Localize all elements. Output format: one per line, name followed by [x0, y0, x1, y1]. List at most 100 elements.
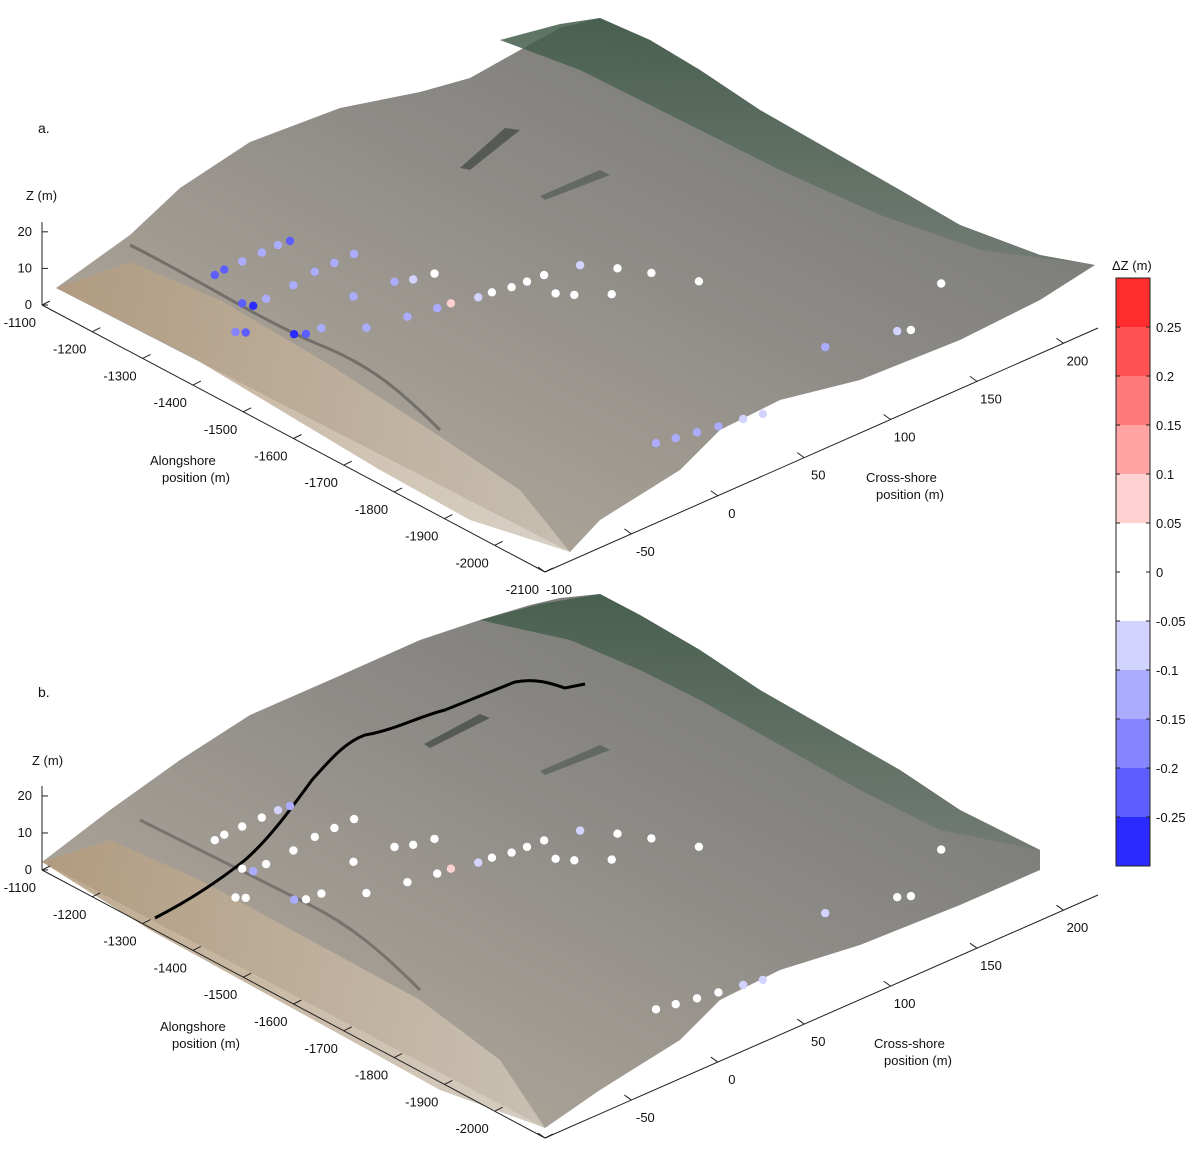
survey-point: [739, 414, 748, 424]
survey-point: [758, 409, 768, 419]
survey-point: [446, 299, 456, 308]
colorbar-block: [1116, 523, 1150, 573]
alongshore-ticks: -1100 -1200 -1300 -1400 -1500 -1600 -1700 -1800…: [4, 865, 554, 1156]
z-ticks: 0 10 20: [18, 788, 48, 877]
survey-point: [289, 330, 299, 339]
survey-point: [692, 428, 702, 437]
z-axis-title: Z (m): [32, 753, 63, 768]
survey-point: [317, 889, 326, 898]
colorbar-block: [1116, 719, 1150, 769]
alongshore-tick: -1500: [204, 407, 252, 437]
survey-point: [220, 830, 229, 839]
survey-point: [261, 294, 271, 303]
z-tick: 20: [18, 788, 48, 803]
z-tick-label: 20: [18, 224, 32, 239]
survey-point: [937, 279, 946, 288]
colorbar-tick: 0: [1116, 565, 1163, 580]
survey-point: [539, 270, 549, 280]
crossshore-tick: -50: [624, 1094, 655, 1125]
alongshore-tick: -2000: [455, 540, 503, 570]
colorbar-tick: 0.1: [1116, 467, 1174, 482]
colorbar-tick: -0.1: [1116, 663, 1178, 678]
survey-point: [231, 893, 240, 902]
panel-a-points: [210, 236, 946, 448]
survey-point: [261, 859, 271, 869]
colorbar-block: [1116, 376, 1150, 426]
survey-point: [289, 281, 298, 290]
alongshore-axis-title-line2: position (m): [162, 470, 230, 485]
survey-point: [330, 823, 339, 833]
survey-point: [613, 264, 622, 273]
alongshore-tick-label: -1600: [254, 1014, 287, 1029]
z-axis-title: Z (m): [26, 188, 57, 203]
survey-point: [714, 422, 723, 431]
alongshore-ticks: -1100 -1200 -1300 -1400 -1500 -1600 -1700 -1800…: [4, 300, 554, 597]
shadow-strip: [540, 170, 610, 200]
crossshore-tick: -100: [537, 566, 572, 597]
alongshore-tick-label: -1400: [154, 960, 187, 975]
crossshore-tick-label: 150: [980, 391, 1002, 406]
alongshore-tick-label: -1400: [154, 395, 187, 410]
colorbar-tick-label: 0: [1156, 565, 1163, 580]
crossshore-tick: 150: [969, 375, 1002, 406]
survey-point: [241, 893, 250, 903]
z-tick-label: 10: [18, 825, 32, 840]
survey-point: [570, 856, 579, 865]
survey-point: [522, 842, 532, 852]
alongshore-tick-label: -1200: [53, 342, 86, 357]
survey-point: [551, 289, 560, 298]
crossshore-tick: 100: [883, 980, 915, 1011]
survey-point: [301, 895, 311, 904]
colorbar-block: [1116, 572, 1150, 622]
survey-point: [651, 439, 661, 448]
alongshore-tick-label: -1300: [103, 934, 136, 949]
survey-point: [238, 257, 247, 266]
alongshore-tick: -1100: [4, 300, 51, 330]
crossshore-tick-label: -100: [546, 582, 572, 597]
z-tick-label: 20: [18, 788, 32, 803]
survey-point: [430, 269, 439, 278]
alongshore-tick-label: -1500: [204, 987, 237, 1002]
crossshore-tick: -100: [537, 1132, 572, 1156]
colorbar-tick-label: 0.2: [1156, 369, 1174, 384]
survey-point: [273, 240, 283, 250]
crossshore-tick-label: 0: [728, 506, 735, 521]
alongshore-tick-label: -1500: [204, 422, 237, 437]
alongshore-tick-label: -1700: [305, 1041, 338, 1056]
survey-point: [273, 806, 283, 815]
colorbar-tick-label: 0.15: [1156, 418, 1181, 433]
survey-point: [507, 283, 516, 292]
survey-point: [539, 836, 549, 845]
survey-point: [613, 829, 622, 838]
crossshore-tick-label: 50: [811, 468, 825, 483]
colorbar-block: [1116, 327, 1150, 377]
vegetated-ridge: [480, 594, 1040, 850]
alongshore-tick: -2100: [506, 567, 554, 597]
colorbar-tick: 0.25: [1116, 320, 1181, 335]
survey-point: [301, 329, 311, 339]
survey-point: [607, 290, 616, 299]
alongshore-tick: -2000: [455, 1106, 503, 1136]
colorbar-tick-label: -0.25: [1156, 810, 1186, 825]
alongshore-tick-label: -1800: [355, 1068, 388, 1083]
survey-point: [241, 328, 250, 337]
survey-point: [349, 814, 359, 824]
survey-point: [551, 854, 560, 863]
alongshore-tick: -1500: [204, 972, 252, 1002]
crossshore-tick-label: 100: [894, 430, 916, 445]
survey-point: [231, 327, 240, 337]
survey-point: [671, 1000, 680, 1009]
alongshore-tick: -1900: [405, 514, 453, 544]
survey-point: [238, 864, 247, 873]
alongshore-tick: -1600: [254, 999, 302, 1029]
survey-point: [433, 869, 442, 878]
scarp-line: [129, 243, 442, 432]
alongshore-tick-label: -1900: [405, 529, 438, 544]
survey-point: [671, 433, 680, 443]
colorbar-tick: -0.25: [1116, 810, 1186, 825]
alongshore-tick-label: -1300: [103, 368, 136, 383]
contour-line: [154, 679, 586, 920]
survey-point: [249, 867, 258, 876]
z-tick: 10: [18, 825, 48, 840]
crossshore-tick: 200: [1056, 904, 1088, 935]
